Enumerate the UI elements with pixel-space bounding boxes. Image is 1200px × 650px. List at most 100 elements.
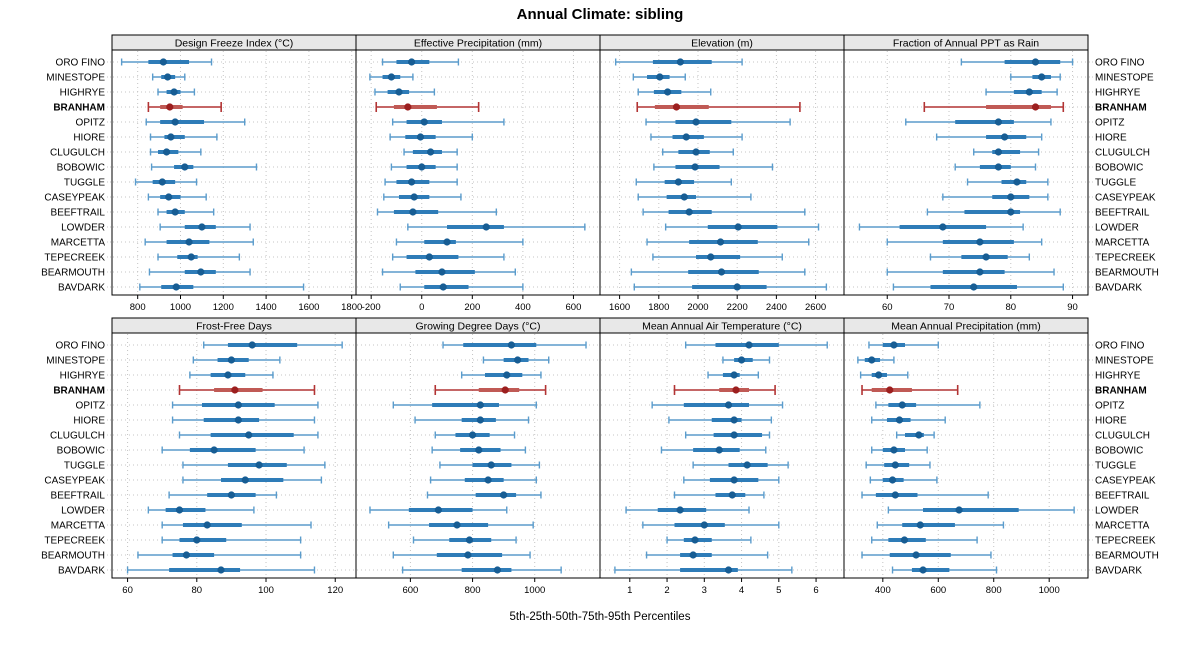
percentile-row-beeftrail (673, 491, 765, 499)
x-tick-label: 400 (515, 302, 531, 313)
median-dot (915, 431, 923, 439)
x-tick-label: 90 (1067, 302, 1078, 313)
median-dot (888, 476, 897, 484)
site-label-right: MINESTOPE (1095, 73, 1154, 84)
site-label-left: MARCETTA (51, 521, 106, 532)
percentile-row-oro-fino (120, 58, 213, 66)
site-label-left: CASEYPEAK (44, 476, 105, 487)
site-label-left: MARCETTA (51, 238, 106, 249)
percentile-row-bearmouth (392, 551, 531, 559)
median-dot (680, 193, 688, 201)
median-dot (707, 253, 715, 261)
median-dot (234, 401, 242, 409)
percentile-row-lowder (407, 223, 586, 231)
panel-frame (111, 332, 357, 579)
percentile-row-marcetta (876, 521, 1005, 529)
median-dot (1013, 178, 1021, 186)
site-label-left: OPITZ (76, 118, 105, 129)
panel-frame (111, 49, 357, 296)
median-dot (730, 476, 738, 484)
percentile-row-opitz (875, 401, 981, 409)
strip-title: Elevation (m) (691, 38, 753, 50)
percentile-row-branham (673, 385, 776, 395)
percentile-row-bavdark (614, 566, 793, 574)
site-label-left: HIORE (73, 416, 105, 427)
median-dot (982, 253, 990, 261)
percentile-row-clugulch (895, 431, 935, 439)
percentile-row-bearmouth (137, 551, 302, 559)
median-dot (890, 341, 898, 349)
site-label-left: CLUGULCH (50, 148, 105, 159)
panel-design-freeze-index-c: Design Freeze Index (°C) 800 1000 1200 1400 1… (111, 34, 362, 313)
median-dot (443, 238, 451, 246)
median-dot (689, 551, 697, 559)
x-tick-label: 1800 (648, 302, 669, 313)
median-dot (231, 386, 239, 394)
site-label-right: CLUGULCH (1095, 148, 1150, 159)
median-dot (682, 133, 690, 141)
median-dot (387, 73, 395, 81)
percentile-row-clugulch (149, 148, 202, 156)
percentile-row-clugulch (973, 148, 1040, 156)
percentile-row-lowder (369, 506, 508, 514)
x-tick-label: 120 (327, 585, 343, 596)
site-label-right: CASEYPEAK (1095, 193, 1156, 204)
median-dot (487, 461, 495, 469)
site-label-right: BOBOWIC (1095, 163, 1143, 174)
percentile-row-bobowic (390, 163, 458, 171)
site-label-right: CASEYPEAK (1095, 476, 1156, 487)
median-dot (912, 551, 920, 559)
median-dot (217, 566, 225, 574)
median-dot (476, 401, 484, 409)
median-dot (248, 341, 256, 349)
percentile-row-minestope (151, 73, 186, 81)
x-tick-label: 1400 (256, 302, 277, 313)
median-dot (691, 163, 699, 171)
median-dot (493, 566, 502, 574)
percentile-row-hiore (668, 416, 773, 424)
median-dot (676, 58, 684, 66)
median-dot (1025, 88, 1033, 96)
percentile-row-tuggle (384, 178, 458, 186)
percentile-row-tepecreek (391, 253, 505, 261)
median-dot (730, 371, 738, 379)
median-dot (404, 103, 412, 111)
percentile-row-lowder (147, 506, 255, 514)
x-tick-label: 2600 (805, 302, 826, 313)
median-dot (410, 193, 418, 201)
median-dot (868, 356, 876, 364)
site-label-right: LOWDER (1095, 506, 1139, 517)
site-label-right: BEEFTRAIL (1095, 491, 1150, 502)
site-label-right: TEPECREEK (1095, 253, 1156, 264)
percentile-row-minestope (369, 73, 414, 81)
site-label-left: BRANHAM (53, 103, 105, 114)
percentile-row-oro-fino (381, 58, 460, 66)
median-dot (503, 371, 511, 379)
percentile-row-highrye (859, 371, 909, 379)
percentile-row-highrye (157, 88, 196, 96)
median-dot (241, 476, 249, 484)
percentile-row-clugulch (403, 148, 458, 156)
percentile-row-caseypeak (429, 476, 537, 484)
panel-frame (599, 49, 845, 296)
median-dot (676, 506, 684, 514)
percentile-row-bobowic (653, 163, 774, 171)
site-label-right: OPITZ (1095, 401, 1124, 412)
percentile-row-oro-fino (614, 58, 743, 66)
percentile-row-minestope (722, 356, 771, 364)
x-tick-label: 600 (402, 585, 418, 596)
median-dot (692, 118, 700, 126)
percentile-row-caseypeak (942, 193, 1049, 201)
percentile-row-tepecreek (161, 536, 302, 544)
percentile-row-hiore (389, 133, 474, 141)
site-label-right: MINESTOPE (1095, 356, 1154, 367)
percentile-row-bobowic (431, 446, 527, 454)
median-dot (737, 356, 746, 364)
x-tick-label: -200 (362, 302, 381, 313)
median-dot (743, 461, 751, 469)
site-label-right: LOWDER (1095, 223, 1139, 234)
percentile-row-hiore (935, 133, 1043, 141)
percentile-row-marcetta (886, 238, 1043, 246)
site-label-right: BOBOWIC (1095, 446, 1143, 457)
x-tick-label: 2000 (687, 302, 708, 313)
